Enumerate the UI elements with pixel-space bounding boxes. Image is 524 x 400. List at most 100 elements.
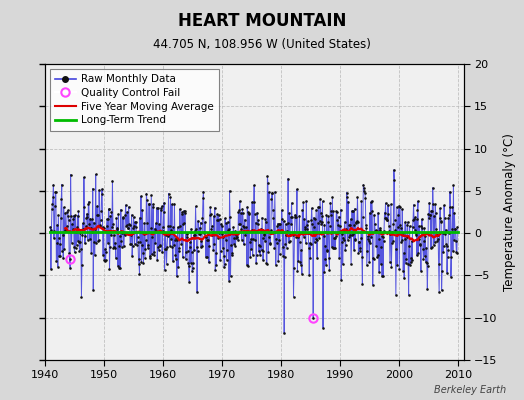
Point <box>323 247 332 253</box>
Point <box>101 257 110 264</box>
Point <box>224 226 232 233</box>
Point <box>124 224 133 231</box>
Point <box>167 236 175 242</box>
Point <box>111 240 119 246</box>
Point <box>385 228 394 234</box>
Point <box>298 270 306 277</box>
Point <box>399 268 408 274</box>
Point <box>272 240 281 246</box>
Point <box>78 262 86 268</box>
Point <box>307 217 315 223</box>
Point <box>270 188 279 195</box>
Point <box>420 238 428 244</box>
Point <box>128 242 137 249</box>
Point <box>187 226 195 232</box>
Point <box>125 220 134 227</box>
Point <box>321 243 330 249</box>
Point <box>401 219 409 225</box>
Point <box>164 223 172 229</box>
Point <box>239 241 248 248</box>
Point <box>292 214 300 220</box>
Point <box>398 236 406 243</box>
Point <box>97 208 105 214</box>
Point <box>139 250 147 256</box>
Point <box>438 287 446 294</box>
Point <box>273 223 281 229</box>
Point <box>186 239 194 245</box>
Point <box>330 244 339 251</box>
Point <box>420 225 429 231</box>
Point <box>61 210 69 216</box>
Point <box>145 200 153 207</box>
Point <box>395 202 403 209</box>
Point <box>208 223 216 230</box>
Point <box>108 224 116 230</box>
Point <box>336 206 345 213</box>
Point <box>256 252 264 258</box>
Point <box>131 219 139 225</box>
Point <box>71 245 80 252</box>
Point <box>408 224 417 230</box>
Point <box>134 256 143 263</box>
Point <box>241 231 249 238</box>
Point <box>433 238 441 244</box>
Point <box>85 236 94 243</box>
Point <box>405 292 413 298</box>
Point <box>152 228 160 234</box>
Point <box>210 213 218 219</box>
Point <box>415 223 423 229</box>
Point <box>432 226 440 232</box>
Point <box>156 243 165 249</box>
Point <box>265 234 274 240</box>
Point <box>280 330 288 336</box>
Point <box>86 225 95 232</box>
Point <box>228 250 237 257</box>
Point <box>203 254 212 260</box>
Point <box>203 237 211 243</box>
Point <box>172 256 180 262</box>
Point <box>316 210 325 216</box>
Point <box>303 221 311 228</box>
Point <box>73 212 82 219</box>
Point <box>333 217 342 223</box>
Point <box>133 228 141 235</box>
Point <box>425 212 434 218</box>
Point <box>399 250 408 256</box>
Point <box>383 216 391 222</box>
Point <box>77 246 85 252</box>
Point <box>93 212 101 218</box>
Point <box>361 190 369 196</box>
Point <box>226 273 235 279</box>
Point <box>310 214 318 221</box>
Point <box>114 211 123 218</box>
Point <box>160 199 168 206</box>
Point <box>410 226 419 233</box>
Point <box>380 209 389 216</box>
Point <box>326 223 334 229</box>
Point <box>259 257 267 263</box>
Point <box>285 210 293 216</box>
Point <box>309 228 317 235</box>
Point <box>280 254 289 260</box>
Point <box>195 230 203 237</box>
Point <box>274 258 282 264</box>
Point <box>212 262 221 268</box>
Point <box>384 211 392 218</box>
Point <box>260 232 268 238</box>
Point <box>389 220 398 227</box>
Point <box>250 182 258 188</box>
Point <box>90 239 99 246</box>
Point <box>173 237 182 243</box>
Point <box>129 225 137 232</box>
Point <box>422 259 430 266</box>
Point <box>147 192 156 198</box>
Point <box>313 220 322 226</box>
Point <box>306 254 314 261</box>
Point <box>315 218 324 224</box>
Point <box>188 248 196 255</box>
Point <box>428 244 436 250</box>
Point <box>357 235 365 242</box>
Point <box>322 262 330 268</box>
Point <box>201 219 209 226</box>
Point <box>324 213 333 219</box>
